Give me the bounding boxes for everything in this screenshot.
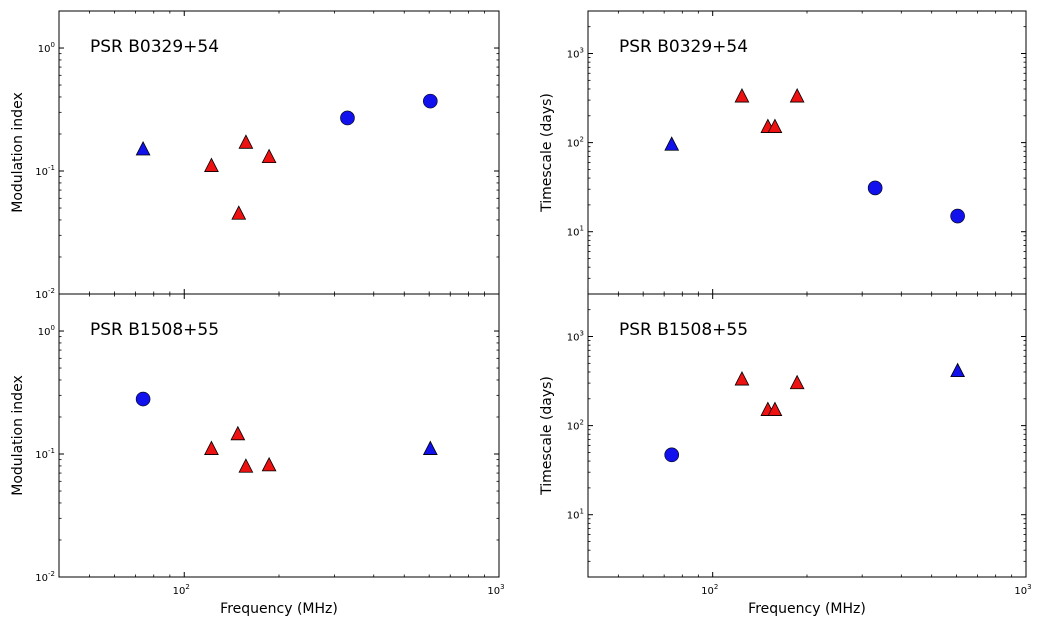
y-tick-exponent: 2 [580, 419, 584, 427]
y-tick-label: 101 [567, 225, 584, 239]
y-tick-label: 101 [567, 508, 584, 522]
data-point-triangle [238, 458, 254, 473]
x-tick-label: 102 [173, 583, 190, 597]
y-tick-exponent: -1 [48, 447, 55, 455]
data-point-triangle [789, 88, 805, 103]
y-tick-exponent: -2 [48, 287, 55, 295]
pulsar-annotation: PSR B0329+54 [619, 37, 748, 57]
data-point-triangle [135, 140, 151, 156]
y-axis-label: Timescale (days) [539, 376, 555, 496]
pulsar-annotation: PSR B1508+55 [619, 320, 748, 340]
x-axis-label: Frequency (MHz) [220, 601, 338, 617]
data-point-triangle [950, 362, 966, 378]
data-point-triangle [261, 148, 277, 164]
data-point-triangle [231, 205, 247, 220]
data-point-triangle [767, 118, 783, 133]
panel-3: 102 103 101 102 103 PSR B1508+55 Timescale (da… [539, 293, 1032, 617]
data-point-circle [950, 208, 965, 224]
data-point-triangle [422, 440, 438, 455]
y-tick-label: 103 [567, 47, 584, 61]
data-point-triangle [664, 136, 680, 151]
y-tick-label: 100 [38, 324, 55, 338]
panel-1: 101 102 103 PSR B0329+54 Timescale (days) [539, 10, 1027, 295]
y-tick-label: 102 [567, 136, 584, 150]
x-tick-exponent: 2 [714, 583, 718, 591]
x-tick-exponent: 3 [500, 583, 504, 591]
data-point-triangle [204, 440, 219, 455]
y-tick-exponent: 0 [51, 41, 55, 49]
y-tick-label: 10-1 [35, 447, 55, 461]
pulsar-annotation: PSR B1508+55 [90, 320, 219, 340]
data-point-circle [135, 391, 151, 407]
y-tick-label: 103 [567, 330, 584, 344]
y-tick-exponent: -2 [48, 570, 55, 578]
y-tick-exponent: -1 [48, 164, 55, 172]
y-tick-label: 10-2 [35, 287, 55, 301]
y-tick-label: 100 [38, 41, 55, 55]
data-point-triangle [767, 401, 783, 416]
x-tick-label: 103 [1014, 583, 1031, 597]
y-tick-exponent: 3 [580, 330, 584, 338]
y-tick-exponent: 3 [580, 47, 584, 55]
data-point-triangle [261, 456, 277, 472]
y-tick-exponent: 0 [51, 324, 55, 332]
y-tick-label: 102 [567, 419, 584, 433]
panel-2: 102 103 10-2 10-1 100 PSR B1508+55 Modulation … [10, 293, 505, 617]
panel-0: 10-2 10-1 100 PSR B0329+54 Modulation index [10, 10, 500, 301]
x-axis-label: Frequency (MHz) [748, 601, 866, 617]
data-point-circle [664, 447, 680, 463]
data-point-circle [340, 110, 355, 126]
y-axis-label: Modulation index [10, 375, 26, 495]
data-point-circle [867, 180, 883, 196]
y-axis-label: Modulation index [10, 92, 26, 212]
y-tick-label: 10-2 [35, 570, 55, 584]
y-tick-exponent: 1 [580, 225, 584, 233]
data-point-triangle [789, 374, 805, 390]
y-tick-exponent: 1 [580, 508, 584, 516]
data-point-triangle [734, 371, 750, 386]
y-axis-label: Timescale (days) [539, 93, 555, 213]
data-point-triangle [230, 425, 246, 441]
data-point-triangle [238, 134, 254, 149]
data-point-circle [423, 93, 438, 109]
y-tick-exponent: 2 [580, 136, 584, 144]
x-tick-label: 102 [701, 583, 718, 597]
y-tick-label: 10-1 [35, 164, 55, 178]
data-point-triangle [204, 157, 219, 172]
data-point-triangle [734, 88, 750, 103]
x-tick-exponent: 3 [1027, 583, 1031, 591]
x-tick-exponent: 2 [185, 583, 189, 591]
x-tick-label: 103 [487, 583, 504, 597]
pulsar-annotation: PSR B0329+54 [90, 37, 219, 57]
